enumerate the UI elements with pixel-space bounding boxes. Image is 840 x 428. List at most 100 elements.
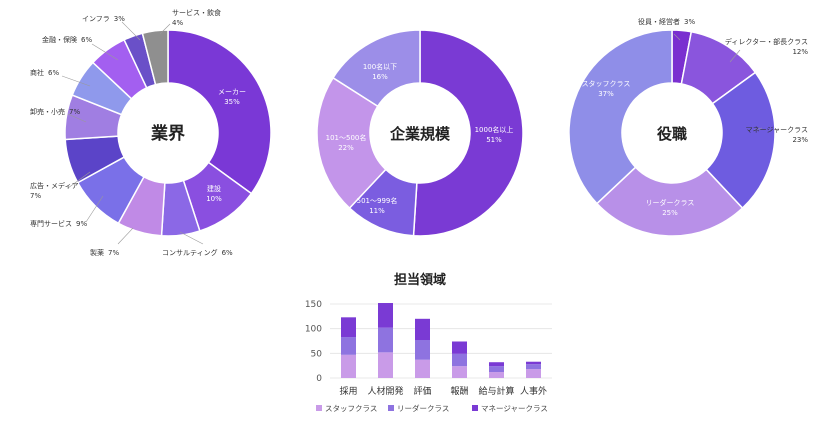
leader-line (91, 43, 119, 61)
x-tick-label: 人事外 (520, 385, 547, 397)
bar-segment (341, 337, 356, 355)
slice-label: マネージャークラス (746, 126, 808, 134)
slice-label: ディレクター・部長クラス (725, 37, 808, 46)
pie-slice (595, 166, 744, 237)
x-tick-label: 報酬 (450, 386, 468, 397)
slice-percent: 7% (108, 249, 119, 257)
leader-line (117, 227, 134, 245)
bar-segment (415, 340, 430, 360)
slice-percent: 35% (224, 98, 240, 106)
legend-swatch (316, 405, 322, 411)
bar-segment (452, 366, 467, 378)
bar-segment (415, 359, 430, 378)
bar-segment (341, 317, 356, 338)
legend-label: マネージャークラス (481, 404, 548, 413)
slice-label: 501～999名 (357, 196, 398, 205)
y-tick-label: 0 (316, 374, 322, 384)
bar-segment (452, 353, 467, 367)
slice-percent: 6% (48, 69, 59, 77)
slice-label: インフラ (82, 15, 110, 23)
slice-label: 100名以下 (363, 62, 397, 71)
donut-center-title: 企業規模 (389, 125, 451, 143)
leader-line (121, 21, 141, 41)
slice-percent: 6% (81, 36, 92, 44)
slice-label: コンサルティング (162, 248, 218, 257)
donut-center-title: 役職 (657, 125, 687, 143)
slice-percent: 10% (206, 195, 222, 203)
bar-segment (452, 341, 467, 354)
slice-percent: 23% (792, 136, 808, 144)
slice-percent: 25% (662, 209, 678, 217)
bar-segment (489, 372, 504, 378)
bar-segment (378, 327, 393, 353)
leader-line (753, 127, 763, 131)
leader-line (729, 49, 741, 63)
bar-segment (489, 366, 504, 373)
bar-segment (526, 369, 541, 378)
slice-percent: 7% (69, 108, 80, 116)
leader-line (61, 75, 91, 87)
y-tick-label: 150 (305, 300, 322, 310)
y-tick-label: 50 (311, 349, 323, 359)
slice-label: 製薬 (90, 248, 104, 257)
donut-center-title: 業界 (151, 123, 185, 144)
slice-label: メーカー (218, 88, 246, 96)
bar-chart-title: 担当領域 (394, 272, 446, 288)
leader-line (159, 23, 171, 35)
pie-slice (167, 29, 272, 195)
company-size-donut-chart: 1000名以上 51% 501～999名 11% 101～500名 22% 100名以下 16… (316, 29, 524, 237)
slice-percent: 7% (30, 192, 41, 200)
slice-percent: 37% (598, 90, 614, 98)
bar-segment (526, 361, 541, 365)
bar-segment (489, 362, 504, 367)
slice-percent: 11% (369, 207, 385, 215)
pie-slice (568, 29, 673, 205)
legend-swatch (472, 405, 478, 411)
pie-slice (705, 71, 776, 210)
bar-segment (378, 352, 393, 378)
legend-label: スタッフクラス (325, 404, 377, 413)
slice-percent: 22% (338, 144, 354, 152)
leader-line (673, 33, 681, 41)
slice-label: 商社 (30, 68, 44, 77)
slice-percent: 4% (172, 19, 183, 27)
legend-label: リーダークラス (397, 403, 449, 413)
slice-percent: 3% (114, 15, 125, 23)
slice-percent: 51% (486, 136, 502, 144)
slice-label: 1000名以上 (475, 125, 514, 134)
slice-label: 広告・メディア (30, 181, 79, 190)
slice-label: スタッフクラス (582, 79, 631, 88)
slice-label: 金融・保険 (42, 35, 77, 44)
pie-slice (331, 29, 421, 108)
slice-label: 役員・経営者 (638, 17, 680, 26)
industry-donut-chart: メーカー 35% 建設 10% コンサルティング 6% 製薬 7% 専門サービス 9% 広告・メディ… (30, 8, 272, 257)
slice-label: リーダークラス (646, 198, 695, 207)
slice-percent: 16% (372, 73, 388, 81)
slice-percent: 9% (76, 220, 87, 228)
slice-percent: 12% (792, 48, 808, 56)
leader-line (67, 113, 87, 123)
slice-label: 卸売・小売 (30, 107, 65, 116)
pie-slice (141, 29, 169, 86)
bar-segment (526, 364, 541, 370)
x-tick-label: 採用 (339, 385, 357, 397)
leader-line (67, 171, 91, 189)
x-tick-label: 給与計算 (478, 385, 514, 397)
bar-segment (378, 303, 393, 328)
slice-label: 101～500名 (326, 133, 367, 142)
slice-label: 専門サービス (30, 219, 72, 228)
x-tick-label: 人材開発 (367, 385, 403, 397)
pie-slice (412, 29, 524, 237)
slice-percent: 6% (222, 249, 233, 257)
role-donut-chart: 役員・経営者 3% ディレクター・部長クラス 12% マネージャークラス 23% リーダーク… (568, 17, 808, 237)
bar-segment (341, 354, 356, 378)
slice-label: 建設 (207, 184, 221, 193)
pie-slice (316, 76, 387, 210)
slice-label: サービス・飲食 (172, 8, 221, 17)
y-tick-label: 100 (305, 325, 322, 335)
slice-percent: 3% (684, 18, 695, 26)
bar-segment (415, 318, 430, 341)
legend-swatch (388, 405, 394, 411)
